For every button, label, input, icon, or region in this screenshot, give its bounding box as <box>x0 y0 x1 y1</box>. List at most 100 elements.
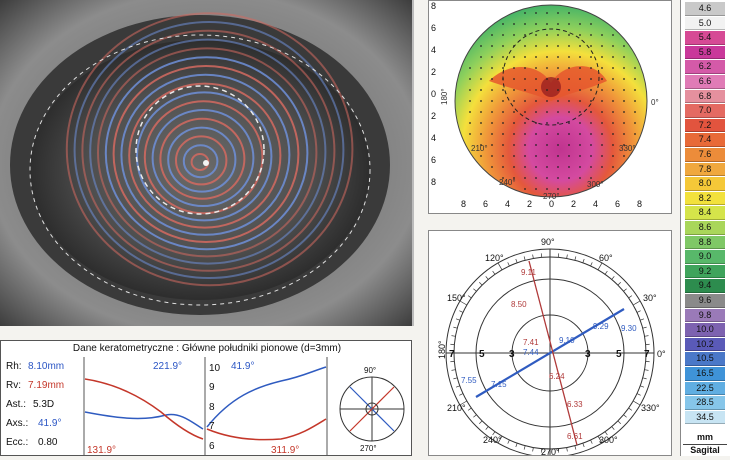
scale-cell: 7.4 <box>685 133 725 147</box>
scale-cell: 7.2 <box>685 119 725 133</box>
scale-cell: 5.4 <box>685 31 725 45</box>
steep-value: 9.11 <box>521 268 537 277</box>
polar-label-210: 210° <box>447 403 466 413</box>
ring-label-right-5: 5 <box>616 349 622 360</box>
scale-cell: 8.4 <box>685 206 725 220</box>
vertical-curve-right <box>207 419 326 440</box>
steep-value: 6.61 <box>567 432 583 441</box>
topography-map: 8 6 4 2 0 2 4 6 8 8 6 4 2 0 2 4 6 8 0° 1… <box>429 1 671 213</box>
ecc-value: 0.80 <box>38 437 57 448</box>
meridian-polar-diagram: 90° 60° 120° 180° 0° 150° 30° 210° 330° … <box>429 231 671 455</box>
polar-label-150: 150° <box>447 293 466 303</box>
topo-angle-label: 0° <box>651 98 659 107</box>
scale-cell: 8.8 <box>685 236 725 250</box>
topo-x-tick: 8 <box>637 199 642 209</box>
polar-label-300: 300° <box>599 435 618 445</box>
polar-label-270: 270° <box>541 447 560 455</box>
scale-cell: 8.0 <box>685 177 725 191</box>
topo-angle-label: 270° <box>543 192 560 201</box>
rv-value: 7.19mm <box>28 380 64 391</box>
scale-cell: 5.8 <box>685 46 725 60</box>
horizontal-curve-right <box>207 367 326 427</box>
topo-y-tick: 2 <box>431 111 436 121</box>
topo-x-tick: 8 <box>461 199 466 209</box>
flat-value: 9.30 <box>621 324 637 333</box>
ring-label-right-3: 3 <box>585 349 591 360</box>
ring-label-right-7: 7 <box>644 349 650 360</box>
axs-label: Axs.: <box>6 418 28 429</box>
eye-image-panel <box>0 0 414 326</box>
scale-mode: Sagital <box>683 444 727 455</box>
keratometry-title: Dane keratometryczne : Główne południki … <box>1 343 413 354</box>
scale-cell: 9.8 <box>685 309 725 323</box>
topo-angle-label: 330° <box>619 144 636 153</box>
topo-x-tick: 4 <box>593 199 598 209</box>
flat-value: 7.15 <box>491 380 507 389</box>
topo-x-tick: 6 <box>615 199 620 209</box>
ast-label: Ast.: <box>6 399 26 410</box>
curve-top-right-label: 41.9° <box>231 361 254 372</box>
scale-cell: 4.6 <box>685 2 725 16</box>
flat-value: 9.29 <box>593 322 609 331</box>
topo-y-tick: 4 <box>431 45 436 55</box>
scale-cell: 9.2 <box>685 265 725 279</box>
vertical-curve-left <box>85 379 203 439</box>
flat-value: 7.55 <box>461 376 477 385</box>
keratometry-panel: Dane keratometryczne : Główne południki … <box>0 340 412 456</box>
horizontal-curve-left <box>85 412 203 429</box>
topo-y-tick: 0 <box>431 89 436 99</box>
rh-label: Rh: <box>6 361 22 372</box>
ring-label-left-5: 5 <box>479 349 485 360</box>
topo-angle-label: 180° <box>440 88 449 105</box>
scale-cell: 10.2 <box>685 338 725 352</box>
scale-cell: 16.5 <box>685 367 725 381</box>
polar-label-90: 90° <box>541 237 555 247</box>
ring-label-left-7: 7 <box>449 349 455 360</box>
eye-placido-image <box>0 0 412 326</box>
keratometry-curves: 221.9° 41.9° 131.9° 311.9° 10 9 8 7 6 <box>81 357 331 455</box>
ast-value: 5.3D <box>33 399 54 410</box>
scale-cell: 34.5 <box>685 411 725 425</box>
topo-angle-label: 300° <box>587 180 604 189</box>
mini-bottom-label: 270° <box>360 444 377 453</box>
scale-unit: mm <box>685 432 725 442</box>
corneal-reflex <box>203 160 209 166</box>
axs-value: 41.9° <box>38 418 61 429</box>
topo-y-tick: 2 <box>431 67 436 77</box>
topography-map-panel: 8 6 4 2 0 2 4 6 8 8 6 4 2 0 2 4 6 8 0° 1… <box>428 0 672 214</box>
scale-cell: 28.5 <box>685 396 725 410</box>
scale-cell: 10.0 <box>685 323 725 337</box>
topo-angle-label: 210° <box>471 144 488 153</box>
rv-label: Rv: <box>6 380 21 391</box>
topo-y-tick: 8 <box>431 177 436 187</box>
topo-x-tick: 2 <box>571 199 576 209</box>
axis-tick-9: 9 <box>209 382 215 393</box>
flat-value: 7.44 <box>523 348 539 357</box>
topo-y-tick: 4 <box>431 133 436 143</box>
topo-x-tick: 6 <box>483 199 488 209</box>
polar-label-30: 30° <box>643 293 657 303</box>
axis-tick-10: 10 <box>209 363 221 374</box>
axis-tick-6: 6 <box>209 441 215 452</box>
steep-value: 7.41 <box>523 338 539 347</box>
scale-cell: 6.2 <box>685 60 725 74</box>
polar-label-330: 330° <box>641 403 660 413</box>
scale-cell: 6.6 <box>685 75 725 89</box>
scale-cell: 7.6 <box>685 148 725 162</box>
steep-value: 6.33 <box>567 400 583 409</box>
curve-bottom-left-label: 131.9° <box>87 445 116 455</box>
axis-tick-7: 7 <box>209 421 215 432</box>
topo-y-tick: 6 <box>431 155 436 165</box>
polar-label-180: 180° <box>437 340 447 359</box>
scale-cell: 8.2 <box>685 192 725 206</box>
scale-cell: 10.5 <box>685 352 725 366</box>
curve-top-left-label: 221.9° <box>153 361 182 372</box>
ring-label-left-3: 3 <box>509 349 515 360</box>
curve-bottom-right-label: 311.9° <box>271 445 299 455</box>
scale-cell: 22.5 <box>685 382 725 396</box>
scale-cell: 9.4 <box>685 279 725 293</box>
rh-value: 8.10mm <box>28 361 64 372</box>
scale-cell: 7.8 <box>685 163 725 177</box>
scale-cell: 9.0 <box>685 250 725 264</box>
